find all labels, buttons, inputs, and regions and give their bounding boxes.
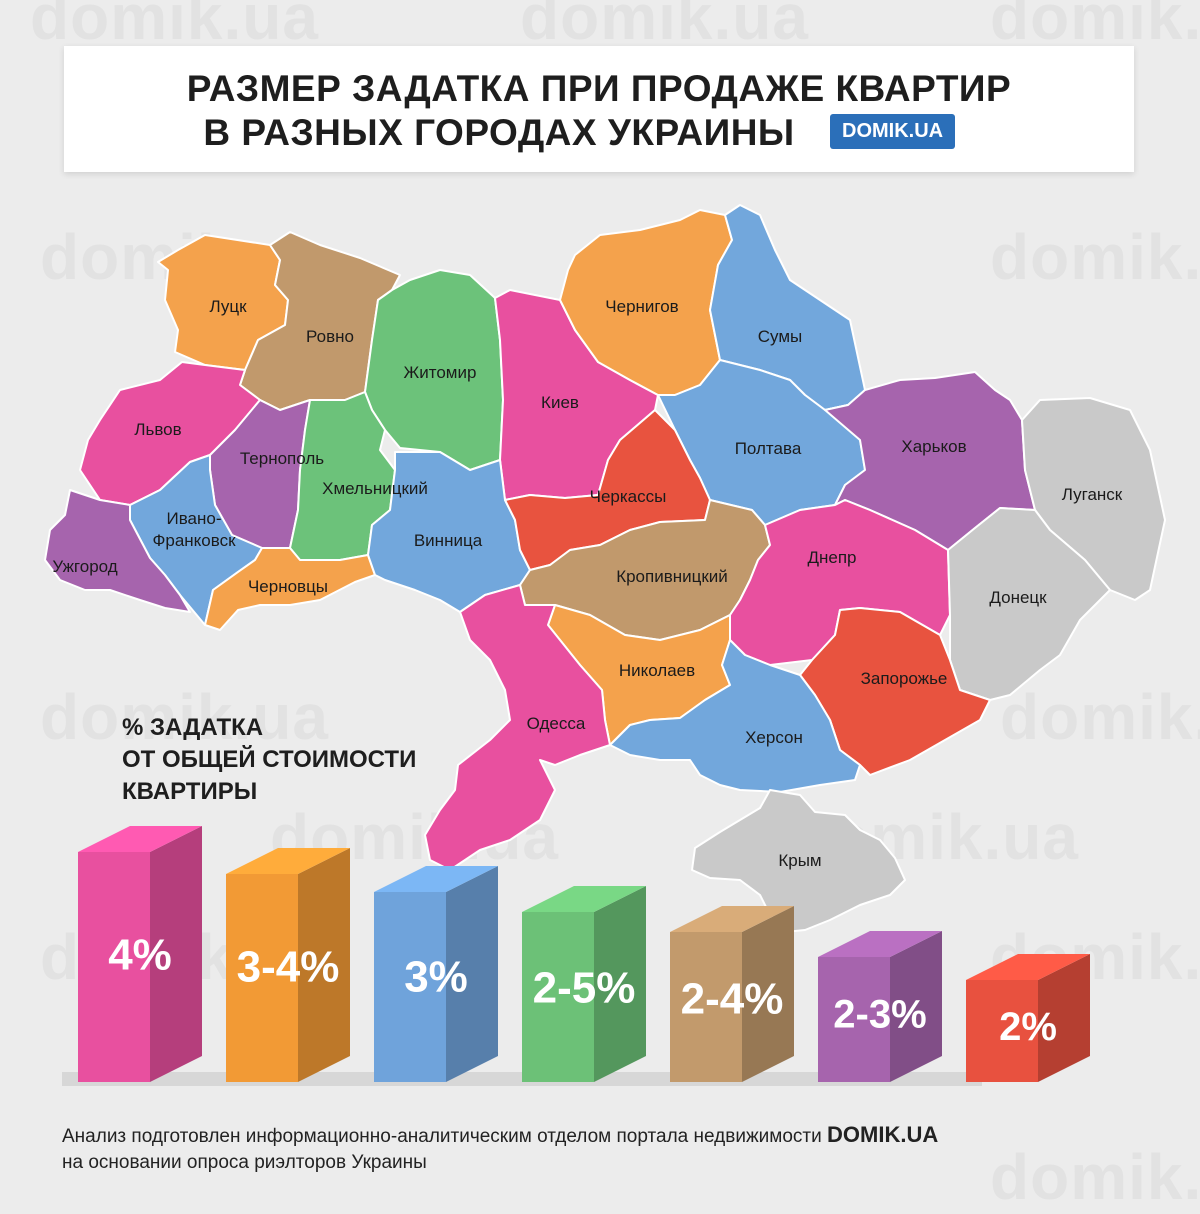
legend-bar: 3% (374, 866, 498, 1082)
bar-side (1038, 954, 1090, 1082)
footer-brand: DOMIK.UA (827, 1122, 939, 1147)
region-label: Сумы (758, 327, 803, 346)
bar-front (522, 912, 594, 1082)
bar-front (78, 852, 150, 1082)
bar-side (150, 826, 202, 1082)
bar-top (374, 866, 498, 892)
bar-top (966, 954, 1090, 980)
region-label: Днепр (807, 548, 856, 567)
legend-bar: 2% (966, 954, 1090, 1082)
legend-title-line2: ОТ ОБЩЕЙ СТОИМОСТИ (122, 746, 417, 773)
region-label: Полтава (735, 439, 802, 458)
legend-bar: 3-4% (226, 848, 350, 1082)
brand-badge: DOMIK.UA (830, 114, 956, 149)
region-label: Ужгород (52, 557, 117, 576)
region-label: Николаев (619, 661, 695, 680)
legend-title-line1: % ЗАДАТКА (122, 714, 264, 741)
title-card: РАЗМЕР ЗАДАТКА ПРИ ПРОДАЖЕ КВАРТИР В РАЗ… (64, 46, 1134, 172)
bar-side (298, 848, 350, 1082)
bar-top (522, 886, 646, 912)
region-label: Житомир (404, 363, 477, 382)
bar-top (78, 826, 202, 852)
bar-label: 2-3% (833, 992, 926, 1036)
legend-bar: 2-4% (670, 906, 794, 1082)
watermark: domik.ua (520, 0, 809, 53)
footer-line2: на основании опроса риэлторов Украины (62, 1152, 427, 1173)
bar-top (226, 848, 350, 874)
legend-bar: 2-5% (522, 886, 646, 1082)
bar-front (670, 932, 742, 1082)
bar-label: 3-4% (237, 943, 340, 992)
bar-front (818, 957, 890, 1082)
bar-label: 2-4% (681, 975, 784, 1024)
watermark: domik.ua (30, 0, 319, 53)
bar-side (594, 886, 646, 1082)
watermark: domik.ua (1000, 681, 1200, 753)
bar-side (890, 931, 942, 1082)
footer: Анализ подготовлен информационно-аналити… (62, 1122, 938, 1176)
region-label: Херсон (745, 728, 803, 747)
bar-front (374, 892, 446, 1082)
region-label: Львов (134, 420, 181, 439)
region-label: Ровно (306, 327, 354, 346)
region-label: Крым (778, 851, 821, 870)
region-label: Луганск (1062, 485, 1123, 504)
page-title-line2: В РАЗНЫХ ГОРОДАХ УКРАИНЫ (203, 112, 795, 153)
region-label: Донецк (989, 588, 1047, 607)
bar-label: 3% (404, 953, 468, 1002)
region-Черновцы (204, 547, 376, 631)
region-label: Винница (414, 531, 483, 550)
region-Крым (691, 789, 906, 933)
page-title-line1: РАЗМЕР ЗАДАТКА ПРИ ПРОДАЖЕ КВАРТИР (186, 68, 1012, 109)
watermark: domik.ua (990, 0, 1200, 53)
legend-title: % ЗАДАТКА ОТ ОБЩЕЙ СТОИМОСТИ КВАРТИРЫ (122, 712, 416, 808)
bar-front (226, 874, 298, 1082)
bar-side (446, 866, 498, 1082)
bar-top (818, 931, 942, 957)
region-Херсон (609, 639, 861, 793)
region-label: Запорожье (861, 669, 948, 688)
watermark: domik.ua (40, 681, 329, 753)
region-Одесса (424, 584, 611, 871)
region-label: Тернополь (240, 449, 324, 468)
bar-label: 4% (108, 931, 172, 980)
bar-label: 2% (999, 1005, 1057, 1049)
region-label: Киев (541, 393, 579, 412)
bar-label: 2-5% (533, 964, 636, 1013)
region-label: Черновцы (248, 577, 328, 596)
region-label: Хмельницкий (322, 479, 428, 498)
region-label: Харьков (901, 437, 966, 456)
legend-title-line3: КВАРТИРЫ (122, 778, 258, 805)
legend-bar: 4% (78, 826, 202, 1082)
region-label: Ивано-Франковск (152, 509, 236, 550)
footer-line1: Анализ подготовлен информационно-аналити… (62, 1126, 822, 1147)
region-label: Луцк (209, 297, 247, 316)
region-label: Одесса (527, 714, 586, 733)
region-label: Кропивницкий (616, 567, 728, 586)
region-label: Чернигов (605, 297, 678, 316)
bar-front (966, 980, 1038, 1082)
bar-side (742, 906, 794, 1082)
region-Ужгород (44, 489, 191, 613)
region-label: Черкассы (590, 487, 667, 506)
legend-bar: 2-3% (818, 931, 942, 1082)
watermark: domik.ua (990, 221, 1200, 293)
bar-top (670, 906, 794, 932)
